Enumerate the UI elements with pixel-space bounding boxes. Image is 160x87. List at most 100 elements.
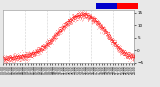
Point <box>53 37 56 38</box>
Point <box>133 56 135 58</box>
Point <box>98 23 100 25</box>
Point <box>16 53 19 54</box>
Point <box>94 21 96 22</box>
Point <box>31 56 33 57</box>
Point <box>34 50 37 51</box>
Point <box>84 16 87 17</box>
Point <box>4 60 7 61</box>
Point <box>109 39 112 41</box>
Point <box>32 55 34 56</box>
Point <box>75 17 78 19</box>
Point <box>82 14 84 15</box>
Point <box>96 21 98 22</box>
Point <box>98 24 101 25</box>
Point <box>75 14 77 15</box>
Point <box>59 26 61 27</box>
Point <box>59 26 61 28</box>
Point <box>118 47 121 49</box>
Point <box>44 45 46 46</box>
Point <box>35 52 38 54</box>
Point <box>81 19 84 20</box>
Point <box>28 56 30 58</box>
Point <box>120 52 122 53</box>
Point <box>61 26 64 28</box>
Point <box>70 21 73 22</box>
Point <box>35 51 38 52</box>
Point <box>65 21 68 23</box>
Point <box>34 52 36 54</box>
Point <box>38 50 40 52</box>
Point <box>10 59 12 60</box>
Point <box>63 22 65 24</box>
Point <box>60 31 63 32</box>
Point <box>18 57 21 59</box>
Point <box>50 42 53 43</box>
Point <box>87 21 90 22</box>
Point <box>63 29 66 30</box>
Point <box>101 27 104 28</box>
Point <box>20 55 23 56</box>
Point <box>35 50 38 51</box>
Point <box>106 35 108 37</box>
Point <box>121 49 123 50</box>
Point <box>98 24 100 25</box>
Point <box>28 56 30 57</box>
Point <box>72 14 74 15</box>
Point <box>126 52 129 53</box>
Point <box>85 15 88 16</box>
Point <box>78 12 81 14</box>
Point <box>91 22 93 23</box>
Point <box>91 20 94 21</box>
Point <box>99 27 101 28</box>
Point <box>100 24 102 25</box>
Point <box>30 51 33 52</box>
Point <box>65 24 68 25</box>
Point <box>52 38 55 40</box>
Point <box>108 32 111 33</box>
Point <box>13 54 16 56</box>
Point <box>58 26 60 27</box>
Point <box>112 43 114 44</box>
Point <box>77 15 79 16</box>
Point <box>19 56 21 57</box>
Point <box>25 53 28 54</box>
Point <box>73 17 75 19</box>
Point <box>48 39 50 41</box>
Point <box>24 55 27 56</box>
Point <box>54 39 56 41</box>
Point <box>115 41 117 43</box>
Point <box>130 54 132 55</box>
Point <box>105 34 108 35</box>
Point <box>116 45 119 47</box>
Point <box>117 52 120 53</box>
Point <box>81 20 83 21</box>
Point <box>64 23 67 25</box>
Point <box>38 47 40 48</box>
Point <box>67 21 70 22</box>
Point <box>46 44 48 45</box>
Point <box>62 25 65 26</box>
Point <box>24 58 26 60</box>
Point <box>53 36 55 38</box>
Point <box>72 16 75 18</box>
Point <box>69 18 71 20</box>
Point <box>29 54 31 56</box>
Point <box>92 22 95 23</box>
Point <box>119 54 122 56</box>
Point <box>120 50 123 51</box>
Point <box>50 41 52 42</box>
Point <box>66 22 68 23</box>
Point <box>97 24 100 25</box>
Point <box>8 58 11 60</box>
Point <box>13 55 15 56</box>
Point <box>89 17 91 19</box>
Point <box>114 45 117 47</box>
Point <box>18 53 21 55</box>
Point <box>89 14 92 16</box>
Point <box>27 56 30 57</box>
Point <box>13 54 16 55</box>
Point <box>68 23 71 24</box>
Point <box>88 17 91 19</box>
Point <box>30 51 32 52</box>
Point <box>58 29 60 31</box>
